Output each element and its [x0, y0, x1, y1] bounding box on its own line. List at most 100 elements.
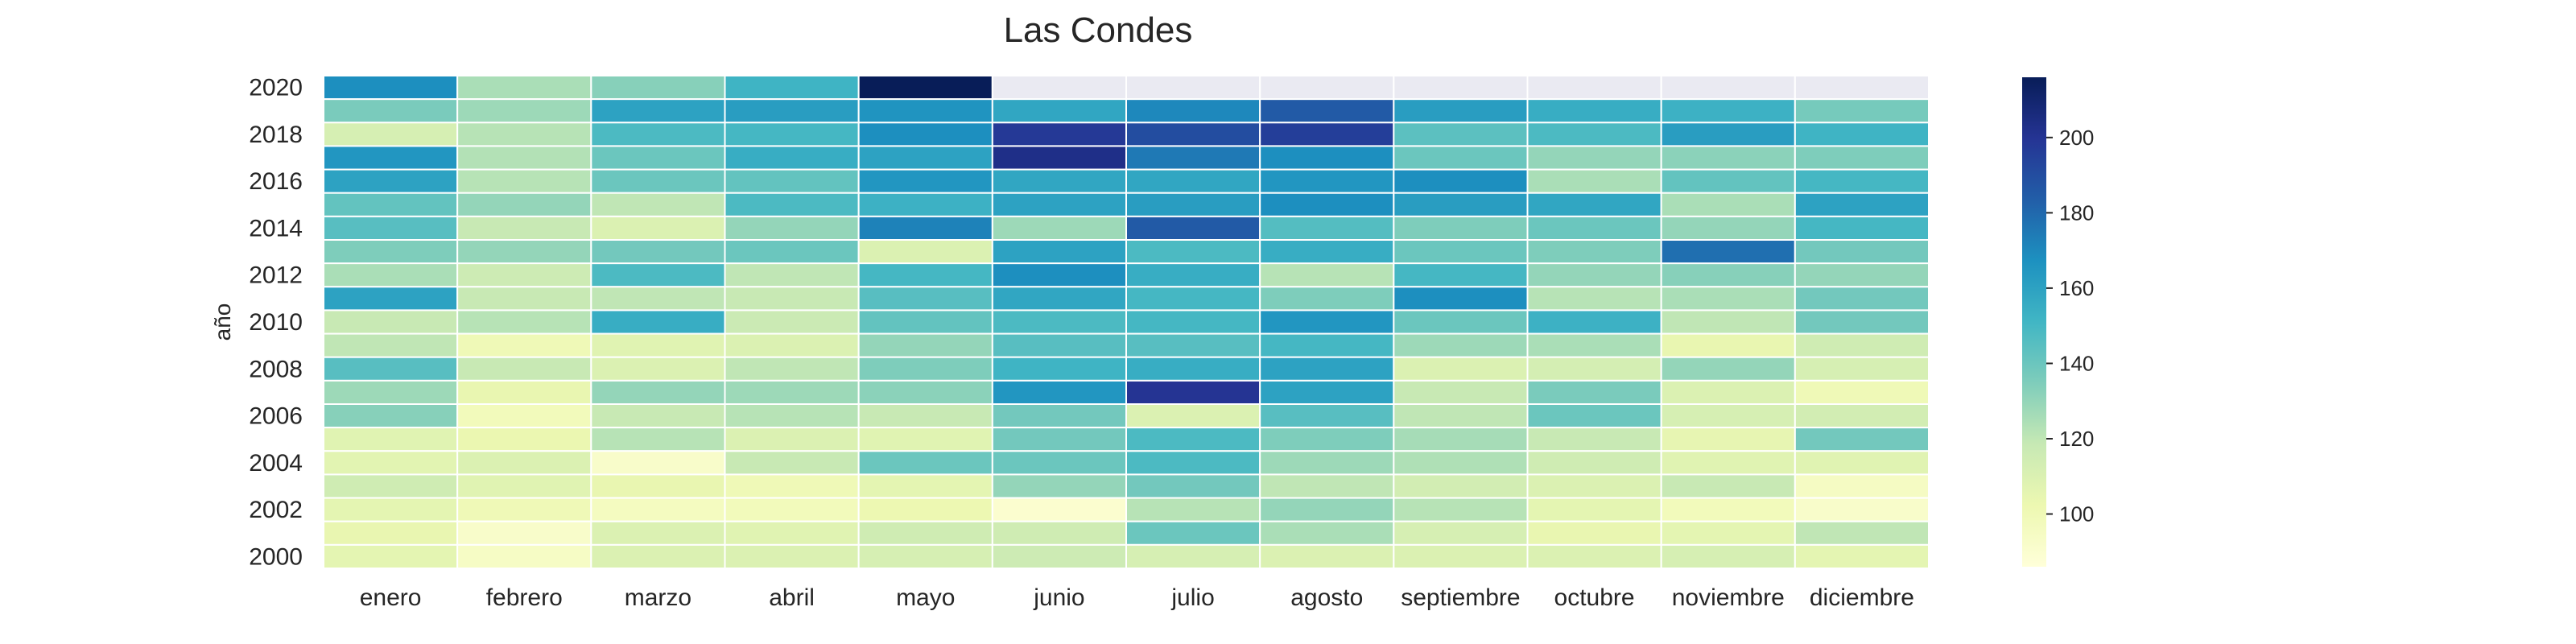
heatmap-cell — [1125, 286, 1261, 312]
heatmap-cell — [857, 332, 993, 358]
heatmap-cell — [1125, 379, 1261, 406]
heatmap-cell — [1393, 192, 1529, 217]
heatmap-cell — [1259, 262, 1395, 288]
heatmap-cell — [1125, 497, 1261, 522]
heatmap-cell — [724, 473, 860, 499]
heatmap-cell — [991, 520, 1128, 546]
heatmap-cell — [1526, 520, 1662, 546]
heatmap-cell — [1393, 309, 1529, 335]
heatmap-cell — [1259, 427, 1395, 452]
heatmap-cell — [724, 145, 860, 171]
heatmap-cell — [1794, 168, 1930, 194]
heatmap-cell — [1794, 403, 1930, 429]
heatmap-cell — [991, 262, 1128, 288]
heatmap-cell — [724, 356, 860, 382]
heatmap-cell — [590, 520, 726, 546]
heatmap-cell — [1660, 473, 1796, 499]
y-tick-label: 2016 — [249, 168, 303, 195]
heatmap-cell — [1125, 239, 1261, 265]
heatmap-cell — [1125, 168, 1261, 194]
heatmap-cell — [323, 122, 459, 147]
heatmap-cell — [1393, 427, 1529, 452]
heatmap-cell — [456, 168, 592, 194]
heatmap-cell — [323, 379, 459, 406]
heatmap-cell — [724, 286, 860, 312]
heatmap-cell — [724, 450, 860, 476]
heatmap-cell — [323, 239, 459, 265]
heatmap-cell — [1794, 145, 1930, 171]
heatmap-cell — [590, 75, 726, 101]
heatmap-cell — [1526, 286, 1662, 312]
heatmap-cell — [1660, 192, 1796, 217]
heatmap-cell — [724, 215, 860, 242]
heatmap-cell — [1125, 215, 1261, 242]
y-axis-label: año — [210, 303, 235, 341]
heatmap-cell — [456, 75, 592, 101]
heatmap-cell — [456, 192, 592, 217]
heatmap-cell — [1125, 543, 1261, 569]
y-tick-label: 2018 — [249, 122, 303, 148]
y-tick-label: 2012 — [249, 262, 303, 289]
heatmap-cell — [1393, 98, 1529, 124]
heatmap-cell — [1393, 262, 1529, 288]
heatmap-cell — [1526, 543, 1662, 569]
heatmap-cell — [1660, 379, 1796, 406]
heatmap-cell — [590, 356, 726, 382]
heatmap-cell — [323, 450, 459, 476]
heatmap-cell — [456, 98, 592, 124]
heatmap-cell — [1794, 98, 1930, 124]
heatmap-cell — [1660, 75, 1796, 101]
x-tick-label: abril — [769, 584, 815, 611]
heatmap-cell — [1794, 309, 1930, 335]
heatmap-cell — [1125, 309, 1261, 335]
heatmap-cell — [991, 332, 1128, 358]
x-tick-labels: enero febrero marzo abril mayo junio julio agos… — [360, 584, 1914, 611]
heatmap-cell — [456, 543, 592, 569]
heatmap-cell — [456, 309, 592, 335]
heatmap-cell — [857, 168, 993, 194]
heatmap-cell — [1794, 75, 1930, 101]
heatmap-cell — [456, 450, 592, 476]
heatmap-cell — [1794, 332, 1930, 358]
heatmap-cell — [323, 168, 459, 194]
heatmap-cell — [590, 473, 726, 499]
heatmap-cell — [456, 122, 592, 147]
heatmap-cell — [1125, 332, 1261, 358]
heatmap-cell — [991, 403, 1128, 429]
heatmap-cell — [724, 75, 860, 101]
heatmap-cell — [1526, 122, 1662, 147]
heatmap-cell — [590, 403, 726, 429]
heatmap-cell — [1393, 473, 1529, 499]
x-tick-label: junio — [1033, 584, 1084, 611]
x-tick-label: marzo — [625, 584, 691, 611]
heatmap-cell — [857, 520, 993, 546]
heatmap-cell — [724, 332, 860, 358]
heatmap-cell — [724, 403, 860, 429]
heatmap-cell — [323, 215, 459, 242]
heatmap-cell — [1660, 122, 1796, 147]
heatmap-cell — [991, 239, 1128, 265]
heatmap-cell — [456, 497, 592, 522]
heatmap-cell — [724, 239, 860, 265]
heatmap-cell — [1526, 145, 1662, 171]
heatmap-cell — [456, 145, 592, 171]
heatmap-cell — [590, 122, 726, 147]
heatmap-cell — [1660, 332, 1796, 358]
heatmap-cell — [590, 309, 726, 335]
heatmap-cell — [991, 192, 1128, 217]
colorbar-tick-label: 200 — [2059, 126, 2094, 150]
heatmap-cell — [1125, 450, 1261, 476]
heatmap-cell — [1125, 122, 1261, 147]
heatmap-cell — [857, 239, 993, 265]
heatmap-cell — [1393, 239, 1529, 265]
heatmap-cell — [991, 215, 1128, 242]
heatmap-cell — [323, 192, 459, 217]
heatmap-cell — [1393, 497, 1529, 522]
heatmap-cell — [1125, 262, 1261, 288]
heatmap-cell — [456, 427, 592, 452]
heatmap-cell — [991, 309, 1128, 335]
heatmap-cell — [323, 332, 459, 358]
heatmap-cell — [1526, 215, 1662, 242]
heatmap-cell — [456, 332, 592, 358]
y-tick-label: 2000 — [249, 543, 303, 570]
